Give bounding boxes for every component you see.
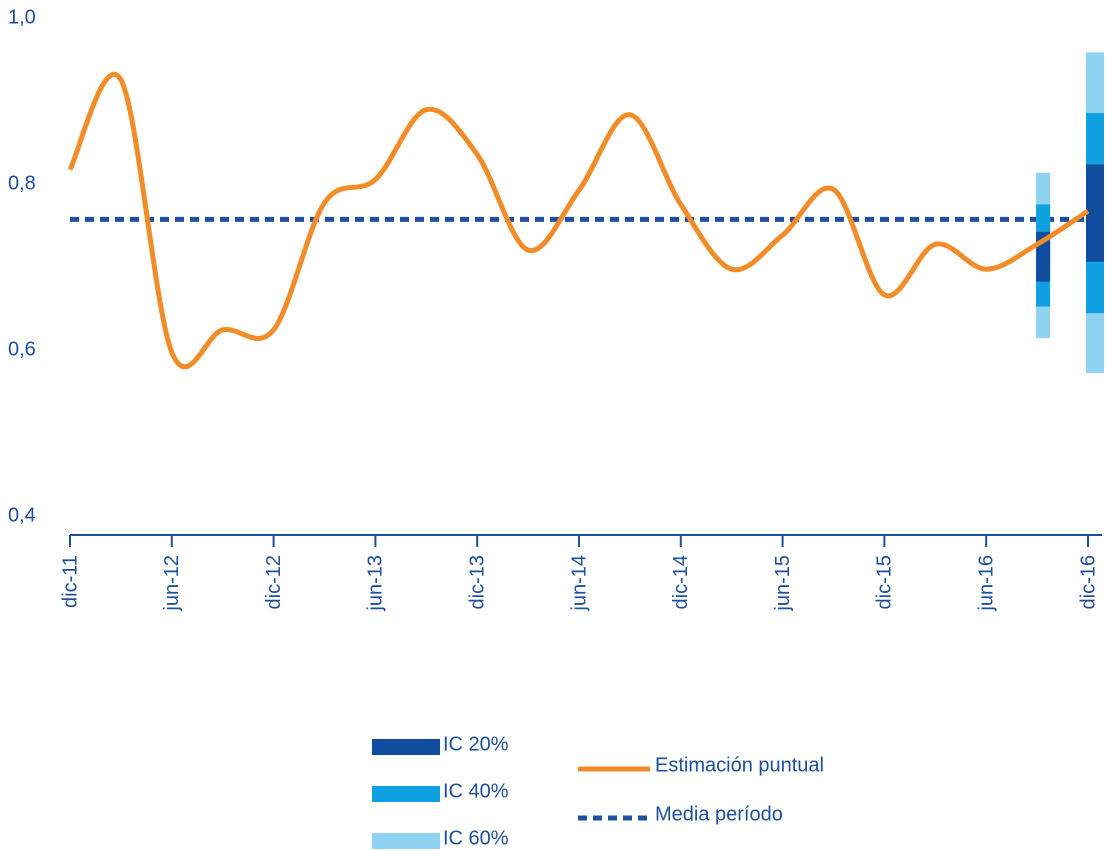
y-tick-label: 0,6 (8, 339, 36, 361)
legend-swatch (372, 833, 440, 849)
line-series (67, 72, 1090, 370)
y-tick-label: 0,8 (8, 172, 36, 194)
x-tick-label: jun-16 (975, 555, 997, 612)
x-tick-label: jun-15 (772, 555, 794, 612)
legend-label: IC 40% (443, 780, 509, 802)
x-tick-label: dic-12 (263, 555, 285, 609)
x-tick-label: jun-12 (161, 555, 183, 612)
legend-label: Media período (655, 803, 783, 825)
legend-label: IC 60% (443, 827, 509, 849)
legend-swatch (372, 786, 440, 802)
x-tick-label: dic-11 (59, 555, 81, 608)
legend-swatch (372, 739, 440, 755)
x-tick-label: dic-14 (670, 555, 692, 609)
legend-label: Estimación puntual (655, 754, 824, 776)
x-tick-label: dic-15 (874, 555, 896, 609)
x-tick-label: dic-13 (466, 555, 488, 609)
y-tick-label: 0,4 (8, 505, 36, 527)
x-tick-label: jun-14 (568, 555, 590, 612)
legend-label: IC 20% (443, 733, 509, 755)
x-tick-label: dic-16 (1077, 555, 1099, 609)
interval-bar (1086, 164, 1104, 262)
y-tick-label: 1,0 (8, 6, 36, 28)
x-tick-label: jun-13 (365, 555, 387, 612)
